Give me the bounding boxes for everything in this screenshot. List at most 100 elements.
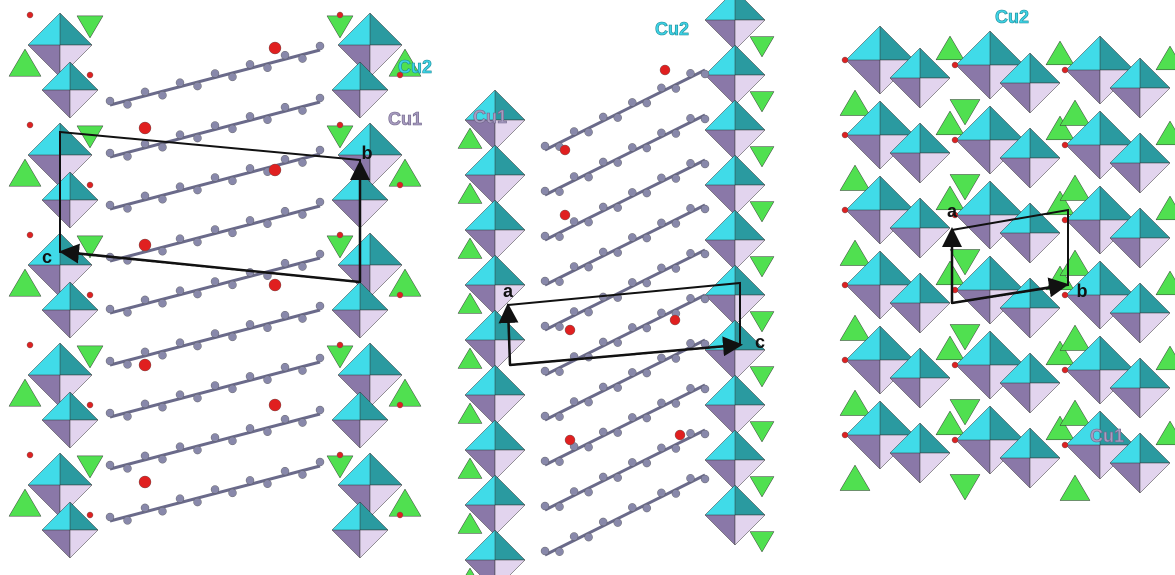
atom	[657, 128, 666, 138]
atom	[245, 60, 255, 69]
label: b	[362, 143, 373, 163]
octahedron-face	[1065, 144, 1101, 180]
octahedron-face	[704, 19, 736, 51]
octahedron-face	[734, 74, 766, 106]
octahedron-face	[1109, 237, 1141, 269]
octahedron-face	[1139, 162, 1171, 194]
atom	[671, 129, 681, 138]
octahedron-face	[369, 374, 403, 408]
octahedron-face	[734, 19, 766, 51]
atom	[657, 83, 666, 93]
octahedron-face	[734, 0, 766, 21]
octahedron-face	[879, 175, 915, 211]
atom	[669, 314, 681, 326]
bond	[544, 338, 706, 422]
tetrahedron	[76, 235, 104, 259]
octahedron-face	[494, 119, 526, 151]
tetrahedron	[749, 201, 775, 223]
tetrahedron	[935, 335, 965, 361]
octahedron-face	[704, 404, 736, 436]
octahedron-face	[69, 281, 99, 311]
octahedron-face	[845, 284, 881, 320]
atom	[598, 157, 608, 167]
tetrahedron	[76, 345, 104, 369]
atom	[210, 121, 220, 130]
atom	[175, 286, 185, 295]
bond	[544, 113, 706, 197]
atom	[686, 384, 695, 393]
octahedron-face	[704, 349, 736, 381]
atom	[555, 232, 564, 241]
atom	[228, 228, 237, 238]
atom	[123, 204, 132, 213]
atom	[657, 263, 666, 273]
atom	[268, 163, 282, 177]
atom	[336, 341, 344, 349]
atom	[628, 188, 637, 197]
tetrahedron	[1059, 99, 1091, 126]
atom	[613, 113, 622, 122]
atom	[628, 413, 637, 422]
atom	[613, 383, 622, 392]
atom	[584, 217, 593, 227]
tetrahedron	[1155, 120, 1175, 146]
octahedron-face	[331, 199, 361, 229]
atom	[336, 231, 344, 239]
atom	[628, 98, 637, 107]
atom	[642, 368, 652, 378]
atom	[336, 451, 344, 459]
octahedron-face	[369, 154, 403, 188]
atom	[841, 431, 849, 439]
octahedron-face	[494, 144, 526, 176]
octahedron-face	[359, 419, 389, 449]
atom	[841, 56, 849, 64]
tetrahedron	[839, 239, 871, 266]
tetrahedron	[1059, 399, 1091, 426]
atom	[559, 209, 571, 221]
labels: Cu2 Cu1 b c Cu1 Cu2 a c Cu2 a b Cu1	[42, 6, 1124, 446]
octahedron-face	[494, 529, 526, 561]
octahedron-face	[359, 309, 389, 339]
atom	[210, 69, 220, 78]
atom	[628, 323, 637, 332]
atom	[628, 233, 637, 242]
tetrahedron	[1045, 40, 1075, 66]
bond	[544, 68, 706, 152]
octahedron-face	[734, 239, 766, 271]
atom	[584, 127, 593, 137]
octahedron-face	[704, 129, 736, 161]
tetrahedron	[1155, 420, 1175, 446]
octahedron-face	[331, 419, 361, 449]
atom	[228, 384, 237, 394]
atom	[86, 511, 94, 519]
atom	[268, 41, 282, 55]
octahedron-face	[734, 294, 766, 326]
octahedron-face	[1029, 82, 1061, 114]
atom	[642, 323, 652, 333]
atom	[396, 401, 404, 409]
unit-cells	[59, 130, 1069, 367]
tetrahedron	[749, 256, 775, 278]
atom	[138, 475, 152, 489]
octahedron-face	[369, 342, 403, 376]
atom	[298, 158, 307, 167]
octahedron-face	[69, 419, 99, 449]
atom	[26, 341, 34, 349]
atom	[671, 489, 681, 498]
atom	[613, 518, 622, 527]
octahedron-face	[919, 302, 951, 334]
octahedron-face	[41, 89, 71, 119]
atom	[555, 277, 564, 286]
tetrahedron	[949, 474, 981, 501]
octahedron-face	[999, 307, 1031, 339]
atom	[140, 503, 150, 513]
atom	[158, 195, 167, 204]
atom	[280, 466, 290, 476]
atom	[298, 314, 307, 323]
tetrahedron	[949, 249, 981, 276]
axis-arrow	[59, 243, 361, 284]
atom	[228, 332, 237, 342]
atom	[555, 547, 564, 556]
tetrahedron	[1155, 270, 1175, 296]
octahedron-face	[879, 25, 915, 61]
